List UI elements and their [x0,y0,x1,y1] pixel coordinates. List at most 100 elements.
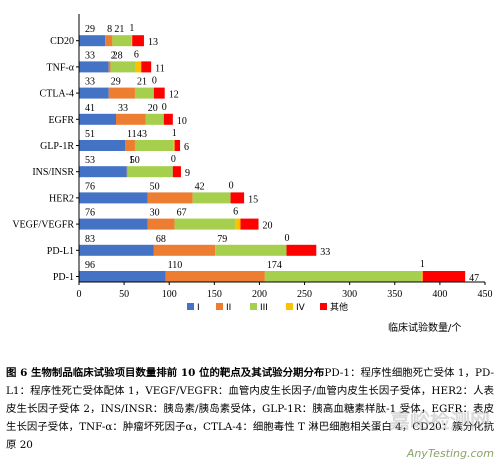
x-tick-label: 0 [77,289,82,300]
bar-segment-III [134,87,154,99]
bar-segment-IV [421,270,423,282]
y-category-label: PD-1 [53,272,74,283]
bar-segment-II [126,166,128,178]
x-tick-label: 200 [252,289,267,300]
chart-legend: I II III IV 其他 [187,301,348,313]
bar-segment-II [105,35,113,47]
bar-segment-其他 [174,139,181,151]
bar-segment-I [79,113,116,125]
data-label-IV: 1 [420,259,425,270]
data-label-I: 53 [85,155,95,166]
data-label-III: 42 [195,181,205,192]
figure-caption-title: 图 6 生物制品临床试验项目数量排前 10 位的靶点及其试验分期分布 [6,367,325,379]
bar-segment-IV [131,35,133,47]
bar-segment-I [79,35,106,47]
x-axis-label: 临床试验数量/个 [388,321,461,334]
watermark-url: AnyTesting.com [406,447,494,460]
legend-swatch-II [216,303,223,310]
data-label-其他: 6 [184,142,189,153]
bar-segment-其他 [286,244,317,256]
x-tick-label: 450 [478,289,493,300]
x-tick-label: 350 [387,289,402,300]
y-category-label: PD-L1 [47,246,74,257]
data-label-IV: 6 [233,207,238,218]
data-label-I: 51 [85,129,95,140]
data-label-其他: 20 [263,221,273,232]
data-label-III: 79 [217,234,227,245]
bar-segment-其他 [163,113,173,125]
bar-segment-III [174,218,236,230]
data-label-其他: 15 [248,194,258,205]
data-label-III: 67 [177,208,187,219]
bar-segment-I [79,244,154,256]
x-tick-label: 100 [162,289,177,300]
y-category-label: CTLA-4 [40,89,74,100]
data-label-IV: 1 [129,23,134,34]
data-label-I: 76 [85,181,95,192]
bar-segment-III [110,61,136,73]
x-tick-label: 50 [119,289,129,300]
data-label-IV: 0 [162,102,167,113]
data-label-II: 68 [156,234,166,245]
data-label-III: 20 [148,103,158,114]
bar-segment-其他 [153,87,165,99]
x-tick-label: 250 [297,289,312,300]
bar-segment-其他 [422,270,466,282]
bar-segment-其他 [230,192,245,204]
data-label-II: 2 [111,50,116,61]
legend-label-其他: 其他 [330,301,348,313]
data-label-III: 43 [137,129,147,140]
bar-segment-I [79,192,148,204]
y-category-label: INS/INSR [32,167,74,178]
data-label-II: 11 [127,129,137,140]
data-label-II: 1 [129,155,134,166]
data-label-III: 174 [267,260,282,271]
bar-segment-I [79,270,166,282]
bar-segment-III [145,113,164,125]
legend-swatch-III [250,303,257,310]
bar-segment-I [79,61,109,73]
y-category-label: EGFR [48,115,74,126]
legend-swatch-IV [286,303,293,310]
x-tick-label: 400 [432,289,447,300]
x-tick-label: 150 [207,289,222,300]
data-label-IV: 0 [152,76,157,87]
data-label-II: 29 [111,77,121,88]
bar-segment-II [108,61,111,73]
y-category-label: HER2 [49,193,74,204]
data-label-III: 21 [137,77,147,88]
data-label-其他: 11 [155,63,165,74]
legend-label-I: I [197,303,200,313]
data-label-I: 83 [85,234,95,245]
data-label-IV: 0 [285,233,290,244]
chart-bars [79,35,466,282]
bar-segment-III [192,192,231,204]
legend-swatch-I [187,303,194,310]
y-category-label: VEGF/VEGFR [12,220,74,231]
y-category-label: TNF-α [47,62,75,73]
data-label-III: 28 [113,50,123,61]
legend-label-III: III [260,303,268,313]
bar-segment-III [127,166,173,178]
stacked-bar-chart: 0 50 100 150 200 250 300 350 400 450CD20TNF-αCTLA… [12,14,493,334]
data-label-III: 21 [114,24,124,35]
data-label-IV: 0 [171,154,176,165]
data-label-I: 41 [85,103,95,114]
data-label-其他: 13 [148,37,158,48]
figure-caption: 图 6 生物制品临床试验项目数量排前 10 位的靶点及其试验分期分布PD-1：程… [6,364,494,454]
bar-segment-III [264,270,422,282]
legend-label-IV: IV [296,303,306,313]
data-label-II: 30 [150,208,160,219]
bar-segment-II [147,218,175,230]
data-label-I: 33 [85,50,95,61]
data-label-I: 76 [85,208,95,219]
bar-segment-II [108,87,135,99]
data-label-II: 33 [118,103,128,114]
bar-segment-I [79,87,109,99]
bar-segment-I [79,139,126,151]
bar-segment-III [112,35,132,47]
legend-swatch-其他 [320,303,327,310]
bar-segment-其他 [132,35,144,47]
data-label-IV: 1 [172,128,177,139]
y-category-label: GLP-1R [40,141,74,152]
